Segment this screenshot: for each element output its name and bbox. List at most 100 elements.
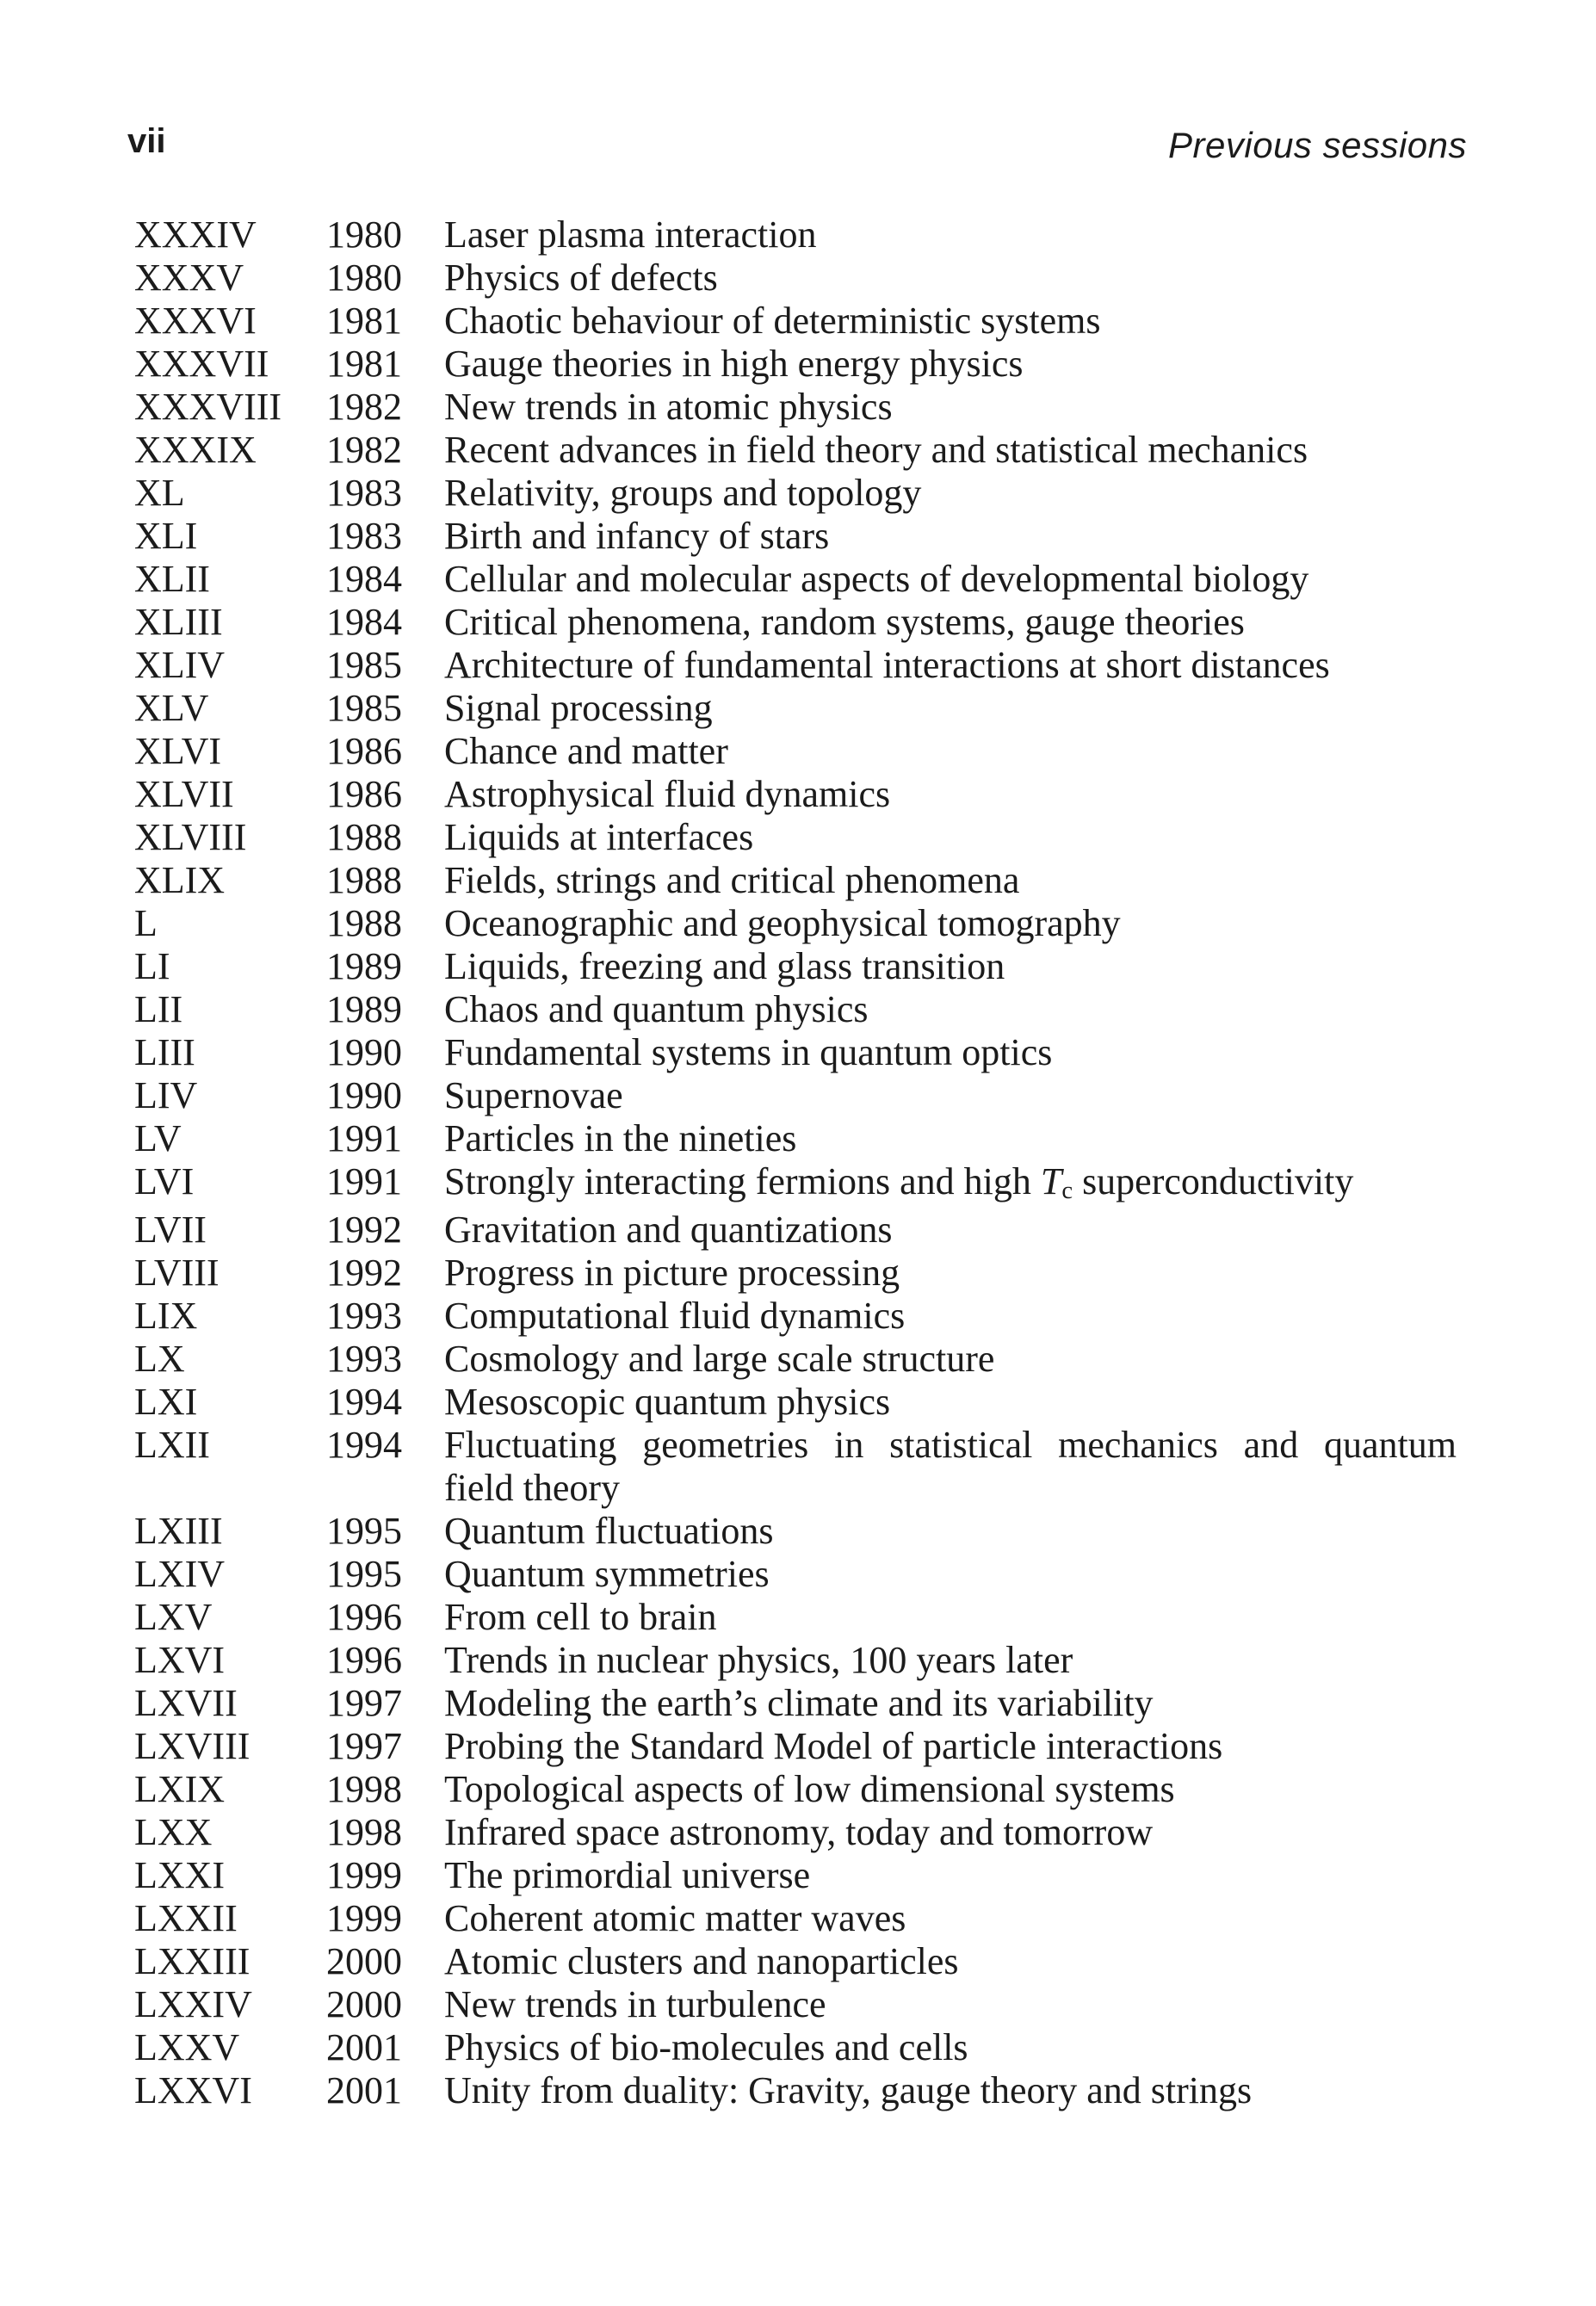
session-row: XXXVIII 1982 New trends in atomic physic… [134,386,1457,429]
session-year: 2000 [326,1940,402,1982]
session-title: Cosmology and large scale structure [444,1338,995,1380]
session-numeral: LXXI [134,1854,226,1896]
session-row: LXXV 2001 Physics of bio-molecules and c… [134,2026,1457,2069]
session-row: XLI 1983 Birth and infancy of stars [134,515,1457,558]
session-year: 1996 [326,1596,402,1638]
session-row: LXVIII 1997 Probing the Standard Model o… [134,1725,1457,1768]
session-title: Computational fluid dynamics [444,1295,906,1337]
session-row: XLVII 1986 Astrophysical fluid dynamics [134,773,1457,816]
session-year: 1998 [326,1768,402,1810]
session-row: XLVIII 1988 Liquids at interfaces [134,816,1457,859]
session-title: Mesoscopic quantum physics [444,1381,891,1423]
session-title: Quantum symmetries [444,1553,770,1595]
session-title-line: field theory [444,1467,621,1509]
session-row: XLII 1984 Cellular and molecular aspects… [134,558,1457,601]
session-row: XLV 1985 Signal processing [134,687,1457,730]
session-row: LXXVI 2001 Unity from duality: Gravity, … [134,2069,1457,2112]
session-numeral: LVI [134,1160,195,1202]
session-numeral: XLIV [134,644,226,686]
session-year: 1990 [326,1074,402,1116]
session-title: Signal processing [444,687,713,729]
previous-sessions-table: XXXIV 1980 Laser plasma interaction XXXV… [134,213,1457,2112]
session-year: 2001 [326,2026,402,2068]
session-year: 1992 [326,1209,402,1251]
session-row: XLIV 1985 Architecture of fundamental in… [134,644,1457,687]
session-year: 1993 [326,1295,402,1337]
session-numeral: XXXVI [134,300,257,342]
session-numeral: XLVIII [134,816,247,858]
session-row: LVI 1991 Strongly interacting fermions a… [134,1160,1457,1209]
session-title: Gauge theories in high energy physics [444,343,1024,385]
session-title: Supernovae [444,1074,623,1116]
session-year: 1983 [326,515,402,557]
session-numeral: XLVII [134,773,234,815]
session-title: Chaos and quantum physics [444,988,869,1030]
session-row: XLIII 1984 Critical phenomena, random sy… [134,601,1457,644]
page-number: vii [127,122,166,160]
session-numeral: XL [134,472,185,514]
session-year: 1991 [326,1160,402,1202]
session-title: Quantum fluctuations [444,1510,774,1552]
session-row: XXXIX 1982 Recent advances in field theo… [134,429,1457,472]
session-title: From cell to brain [444,1596,717,1638]
session-row: L 1988 Oceanographic and geophysical tom… [134,902,1457,945]
session-numeral: XLII [134,558,210,600]
session-numeral: LXXIV [134,1983,252,2025]
session-numeral: XLI [134,515,198,557]
session-title: Chaotic behaviour of deterministic syste… [444,300,1101,342]
session-title: Progress in picture processing [444,1252,900,1294]
session-row: LI 1989 Liquids, freezing and glass tran… [134,945,1457,988]
session-year: 1982 [326,386,402,428]
session-numeral: LXVI [134,1639,226,1681]
session-year: 1999 [326,1854,402,1896]
session-numeral: XLV [134,687,209,729]
session-title: Trends in nuclear physics, 100 years lat… [444,1639,1073,1681]
session-title: Oceanographic and geophysical tomography [444,902,1121,944]
session-year: 1992 [326,1252,402,1294]
session-row: LXIX 1998 Topological aspects of low dim… [134,1768,1457,1811]
session-title: Recent advances in field theory and stat… [444,429,1308,471]
session-numeral: LXXII [134,1897,238,1939]
math-symbol-t-sub-c: Tc [1040,1160,1073,1205]
session-numeral: XXXVII [134,343,269,385]
session-numeral: XXXIV [134,213,257,256]
session-row: XLIX 1988 Fields, strings and critical p… [134,859,1457,902]
session-row: XXXIV 1980 Laser plasma interaction [134,213,1457,257]
session-row: LX 1993 Cosmology and large scale struct… [134,1338,1457,1381]
session-numeral: LXIII [134,1510,223,1552]
session-title: Astrophysical fluid dynamics [444,773,891,815]
session-title: Cellular and molecular aspects of develo… [444,558,1309,600]
session-year: 1991 [326,1117,402,1159]
session-numeral: LXV [134,1596,213,1638]
session-numeral: XLIII [134,601,223,643]
session-year: 2001 [326,2069,402,2111]
session-numeral: LI [134,945,170,987]
session-year: 1996 [326,1639,402,1681]
session-title: Architecture of fundamental interactions… [444,644,1330,686]
session-year: 1988 [326,816,402,858]
session-title: New trends in atomic physics [444,386,893,428]
session-year: 1988 [326,902,402,944]
session-year: 1980 [326,257,402,299]
session-row: XLVI 1986 Chance and matter [134,730,1457,773]
session-title: Probing the Standard Model of particle i… [444,1725,1223,1767]
session-numeral: LXIV [134,1553,226,1595]
session-numeral: XXXVIII [134,386,282,428]
session-year: 1985 [326,644,402,686]
session-year: 1994 [326,1424,402,1466]
session-year: 1998 [326,1811,402,1853]
session-title: Topological aspects of low dimensional s… [444,1768,1175,1810]
session-title: Laser plasma interaction [444,213,817,256]
session-row: LIII 1990 Fundamental systems in quantum… [134,1031,1457,1074]
session-numeral: LXX [134,1811,213,1853]
session-row: LXV 1996 From cell to brain [134,1596,1457,1639]
session-row: LIV 1990 Supernovae [134,1074,1457,1117]
session-numeral: LXVII [134,1682,238,1724]
session-row: LVIII 1992 Progress in picture processin… [134,1252,1457,1295]
session-numeral: LXVIII [134,1725,251,1767]
session-title: Physics of defects [444,257,718,299]
session-row: LXIII 1995 Quantum fluctuations [134,1510,1457,1553]
session-row: LXXI 1999 The primordial universe [134,1854,1457,1897]
session-numeral: XLIX [134,859,226,901]
session-year: 1986 [326,773,402,815]
